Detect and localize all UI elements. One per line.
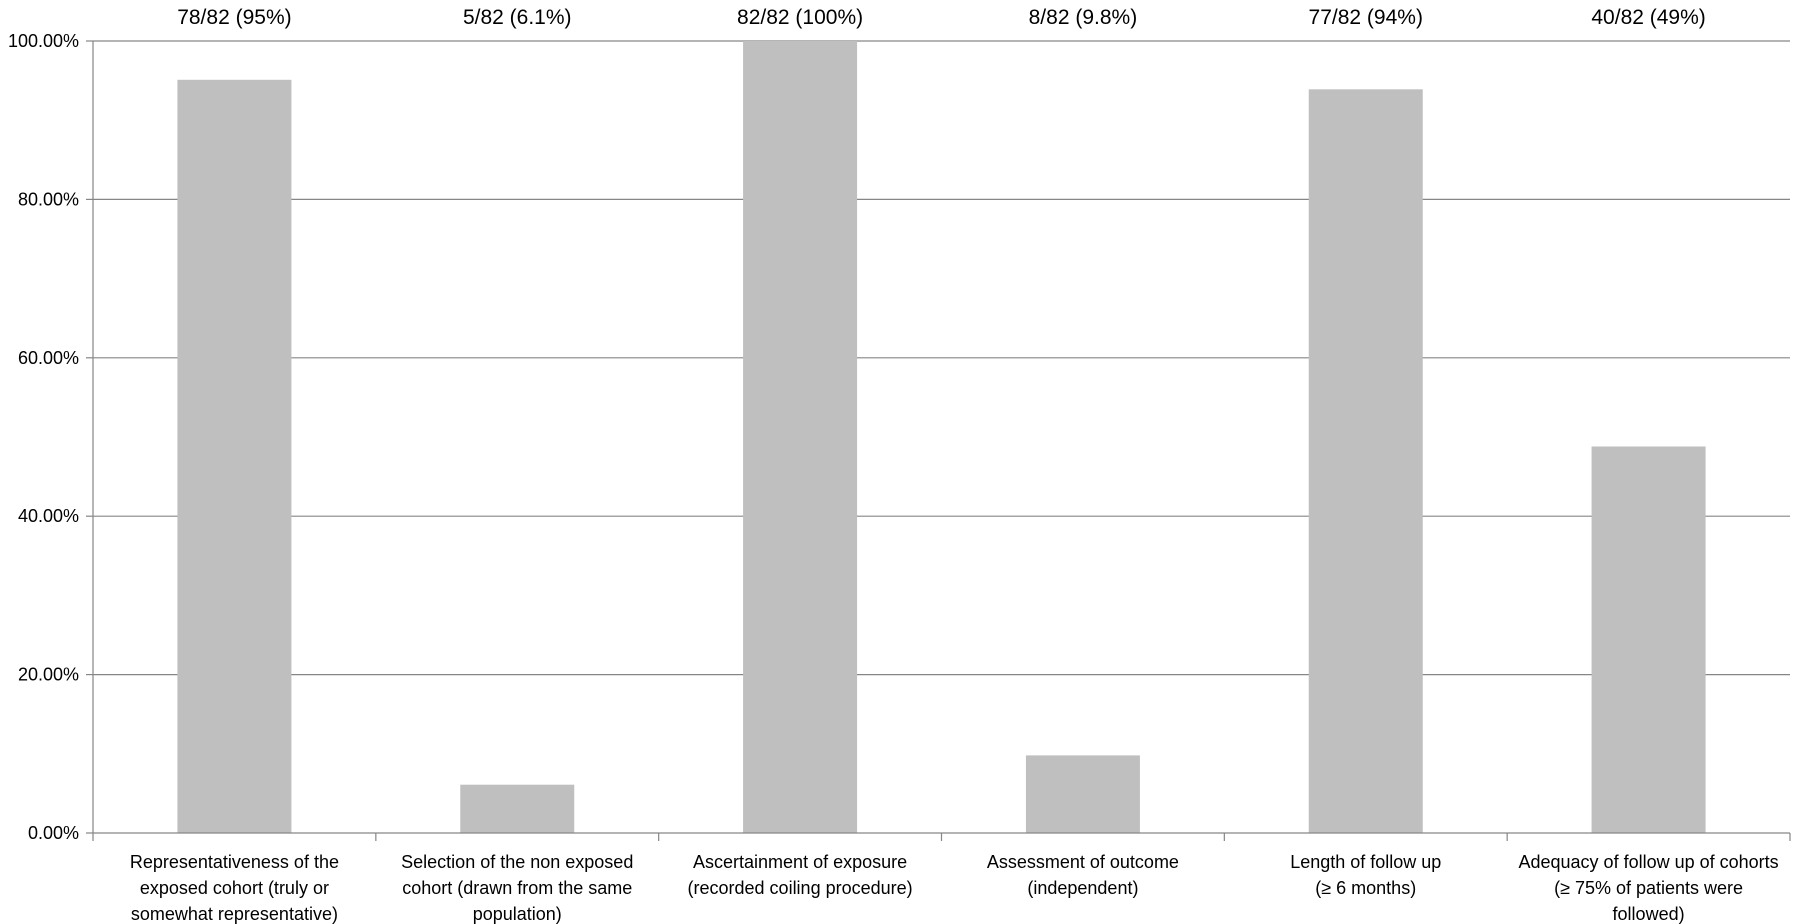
x-tick-label: (≥ 75% of patients were — [1554, 878, 1743, 898]
data-label: 40/82 (49%) — [1591, 6, 1705, 29]
y-tick-label: 0.00% — [28, 823, 79, 843]
gridlines — [93, 40, 1790, 676]
bar — [1308, 89, 1423, 833]
x-tick-label: Representativeness of the — [130, 852, 339, 872]
x-tick-label: Length of follow up — [1290, 852, 1441, 872]
x-tick-label: followed) — [1613, 904, 1685, 924]
x-tick-label: somewhat representative) — [131, 904, 338, 924]
x-tick-label: population) — [473, 904, 562, 924]
data-label: 78/82 (95%) — [177, 6, 291, 29]
axes — [86, 40, 1791, 841]
x-tick-label: (independent) — [1027, 878, 1138, 898]
bar — [460, 784, 575, 833]
data-label: 82/82 (100%) — [737, 6, 863, 29]
bars — [177, 41, 1706, 834]
y-tick-label: 20.00% — [18, 665, 79, 685]
y-tick-label: 60.00% — [18, 348, 79, 368]
x-tick-label: Selection of the non exposed — [401, 852, 633, 872]
y-tick-label: 100.00% — [8, 31, 79, 51]
data-label: 8/82 (9.8%) — [1029, 6, 1138, 29]
bar — [1025, 755, 1140, 833]
bar — [177, 79, 292, 834]
x-tick-label: Ascertainment of exposure — [693, 852, 907, 872]
x-tick-label: exposed cohort (truly or — [140, 878, 329, 898]
labels: 0.00% 20.00% 40.00% 60.00% 80.00% 100.00% 78/8… — [8, 6, 1779, 924]
x-tick-label: Adequacy of follow up of cohorts — [1519, 852, 1779, 872]
data-label: 5/82 (6.1%) — [463, 6, 572, 29]
bar — [743, 41, 858, 833]
data-label: 77/82 (94%) — [1309, 6, 1423, 29]
x-tick-label: (recorded coiling procedure) — [688, 878, 913, 898]
y-tick-label: 80.00% — [18, 189, 79, 209]
x-tick-label: (≥ 6 months) — [1315, 878, 1416, 898]
x-tick-label: cohort (drawn from the same — [402, 878, 632, 898]
bar — [1591, 446, 1706, 833]
y-tick-label: 40.00% — [18, 506, 79, 526]
x-tick-label: Assessment of outcome — [987, 852, 1179, 872]
